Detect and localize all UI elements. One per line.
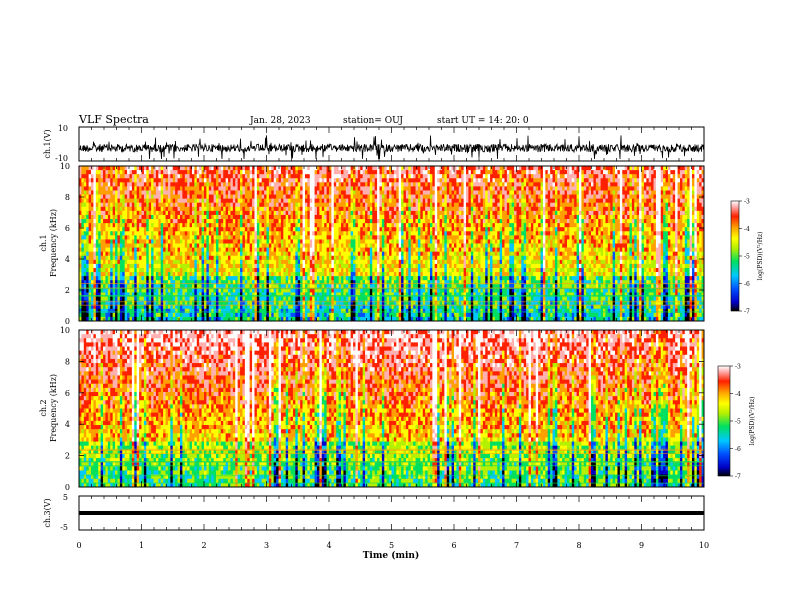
- ch1-waveform-trace: [78, 135, 705, 160]
- ch2-spectrogram-ytick-label: 4: [65, 420, 70, 429]
- ch1-waveform-ytick-bottom: -10: [55, 154, 68, 163]
- ch1-colorbar-tick: -7: [744, 309, 750, 316]
- header-start-ut: start UT = 14: 20: 0: [437, 116, 529, 126]
- ch2-colorbar-tick: -7: [735, 474, 741, 481]
- ch2-spectrogram-ylabel-freq: Frequency (kHz): [49, 374, 58, 442]
- ch2-colorbar-tick: -6: [735, 446, 741, 453]
- x-axis-tick-label: 4: [326, 541, 331, 550]
- x-axis-tick-label: 0: [76, 541, 81, 550]
- x-axis-label: Time (min): [363, 550, 420, 561]
- header-date: Jan. 28, 2023: [249, 116, 311, 126]
- x-axis-tick-label: 5: [389, 541, 394, 550]
- ch3-waveform-ytick-top: 5: [63, 493, 68, 502]
- ch1-waveform-panel: 10 -10 ch.1(V): [43, 124, 705, 163]
- ch1-spectrogram-ytick-label: 6: [65, 224, 70, 233]
- x-axis-tick-label: 9: [639, 541, 644, 550]
- ch3-waveform-ylabel: ch.3(V): [43, 498, 52, 527]
- figure-title: VLF Spectra: [78, 113, 149, 126]
- ch1-spectrogram-ytick-label: 2: [65, 286, 70, 295]
- ch2-colorbar: [717, 365, 731, 477]
- ch1-spectrogram-image: [79, 166, 704, 321]
- ch2-spectrogram-ytick-label: 10: [60, 326, 70, 335]
- x-axis-tick-label: 3: [264, 541, 269, 550]
- ch1-spectrogram-ytick-label: 10: [60, 162, 70, 171]
- ch2-spectrogram-image: [79, 330, 704, 487]
- x-axis-tick-label: 6: [451, 541, 456, 550]
- ch1-spectrogram-ylabel-channel: ch.1: [39, 234, 48, 251]
- ch1-spectrogram-ytick-label: 4: [65, 255, 70, 264]
- x-axis-ticks: [78, 127, 705, 530]
- ch2-colorbar-tick: -3: [735, 364, 741, 371]
- ch3-waveform-panel: 5 -5 ch.3(V): [43, 493, 705, 532]
- ch2-colorbar-label: log(PSD)(V²/Hz): [749, 397, 756, 446]
- x-axis-tick-label: 2: [201, 541, 206, 550]
- ch1-waveform-ytick-top: 10: [58, 124, 68, 133]
- ch1-colorbar: [730, 200, 740, 312]
- ch1-spectrogram-ytick-label: 8: [65, 193, 70, 202]
- x-axis-tick-label: 7: [514, 541, 519, 550]
- ch1-colorbar-tick: -5: [744, 254, 750, 261]
- x-axis-tick-label: 1: [139, 541, 144, 550]
- x-axis-tick-labels: 0 1 2 3 4 5 6 7 8 9 10: [76, 541, 709, 550]
- ch1-colorbar-tick: -3: [744, 199, 750, 206]
- ch2-spectrogram-ytick-label: 6: [65, 389, 70, 398]
- ch2-spectrogram-ytick-label: 0: [65, 483, 70, 492]
- ch2-spectrogram-ytick-label: 2: [65, 452, 70, 461]
- ch2-spectrogram-ylabel-channel: ch.2: [39, 399, 48, 416]
- x-axis-tick-label: 10: [699, 541, 709, 550]
- x-axis-tick-label: 8: [576, 541, 581, 550]
- header-station: station= OUJ: [343, 116, 403, 126]
- ch1-colorbar-label: log(PSD)(V²/Hz): [757, 232, 764, 281]
- ch1-spectrogram-ytick-label: 0: [65, 317, 70, 326]
- ch2-colorbar-tick: -4: [735, 391, 741, 398]
- ch2-spectrogram-ytick-label: 8: [65, 357, 70, 366]
- ch3-waveform-ytick-bottom: -5: [60, 523, 68, 532]
- ch2-colorbar-tick: -5: [735, 419, 741, 426]
- ch1-spectrogram-ylabel-freq: Frequency (kHz): [49, 209, 58, 277]
- ch1-waveform-ylabel: ch.1(V): [43, 129, 52, 158]
- ch1-colorbar-tick: -4: [744, 226, 750, 233]
- ch1-colorbar-tick: -6: [744, 281, 750, 288]
